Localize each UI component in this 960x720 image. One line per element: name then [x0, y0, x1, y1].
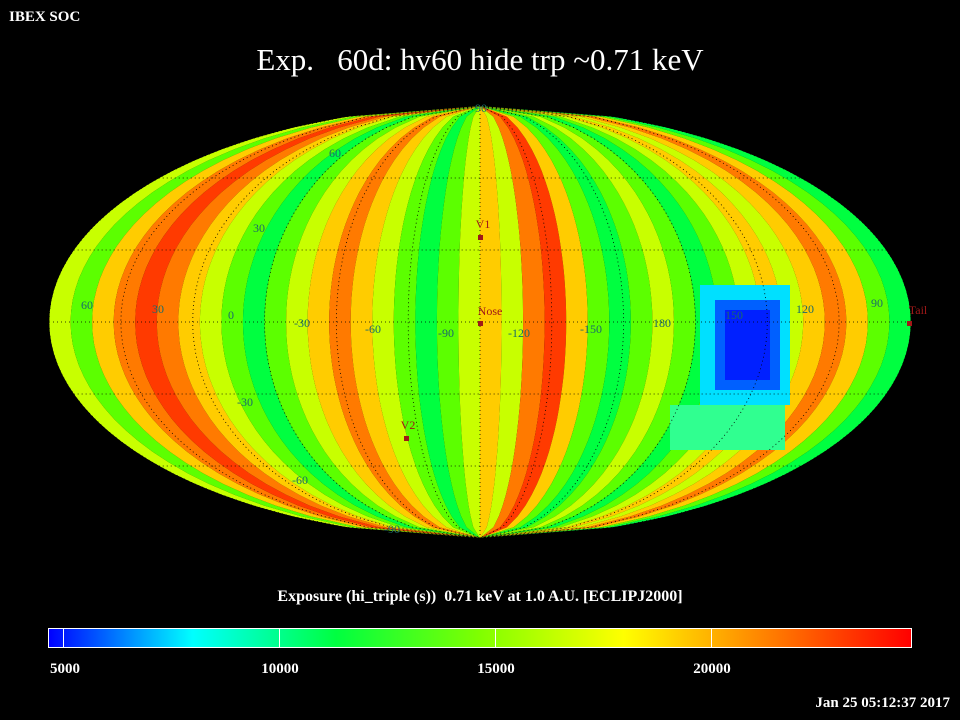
exposure-bands	[49, 106, 911, 538]
lat-label-neg30: -30	[237, 395, 253, 409]
colorbar-tick	[63, 629, 64, 647]
exposure-band	[480, 106, 502, 538]
lon-label-neg60: -60	[365, 322, 381, 336]
low-exposure-region	[725, 310, 770, 380]
exposure-band	[480, 106, 567, 538]
exposure-band	[329, 106, 480, 538]
timestamp: Jan 25 05:12:37 2017	[815, 695, 950, 711]
colorbar	[48, 628, 912, 648]
colorbar-label-20000: 20000	[693, 661, 731, 677]
exposure-band	[436, 106, 480, 538]
lat-label-neg90: -90	[384, 522, 400, 536]
lon-label-60: 60	[81, 298, 93, 312]
exposure-band	[372, 106, 480, 538]
colorbar-title: Exposure (hi_triple (s)) 0.71 keV at 1.0…	[277, 588, 683, 605]
lon-label-neg30: -30	[294, 316, 310, 330]
lat-label-60: 60	[329, 146, 341, 160]
lon-label-180: 180	[653, 316, 671, 330]
marker-tail: Tail	[907, 303, 928, 326]
longitude-line	[479, 106, 625, 538]
longitude-line	[335, 106, 481, 538]
lon-label-150: 150	[725, 308, 743, 322]
colorbar-label-15000: 15000	[477, 661, 515, 677]
colorbar-tick	[495, 629, 496, 647]
lon-label-neg90: -90	[438, 326, 454, 340]
marker-v1: V1	[476, 217, 491, 240]
longitude-line	[479, 106, 840, 538]
lat-label-30: 30	[253, 221, 265, 235]
marker-nose: Nose	[478, 304, 503, 326]
colorbar-tick	[279, 629, 280, 647]
exposure-band	[393, 106, 480, 538]
longitude-line	[120, 106, 481, 538]
exposure-band	[480, 106, 610, 538]
longitude-line	[264, 106, 481, 538]
marker-label-tail: Tail	[909, 303, 928, 317]
exposure-band	[480, 106, 588, 538]
exposure-band	[480, 106, 631, 538]
exposure-band	[480, 106, 545, 538]
exposure-band	[415, 106, 480, 538]
marker-v2: V2	[401, 418, 416, 441]
longitude-line	[479, 106, 696, 538]
exposure-band	[480, 106, 524, 538]
marker-label-v1: V1	[476, 217, 491, 231]
lon-label-neg150: -150	[580, 322, 602, 336]
source-label: IBEX SOC	[9, 9, 81, 25]
marker-label-v2: V2	[401, 418, 416, 432]
marker-label-nose: Nose	[478, 304, 503, 318]
map-title: Exp. 60d: hv60 hide trp ~0.71 keV	[256, 42, 704, 77]
lat-label-90: 90	[475, 101, 487, 115]
lat-label-neg60: -60	[292, 473, 308, 487]
lon-label-120: 120	[796, 302, 814, 316]
lon-label-0: 0	[228, 308, 234, 322]
colorbar-tick	[711, 629, 712, 647]
lon-label-90: 90	[871, 296, 883, 310]
lon-label-30: 30	[152, 302, 164, 316]
colorbar-label-10000: 10000	[261, 661, 299, 677]
lon-label-neg120: -120	[508, 326, 530, 340]
colorbar-label-5000: 5000	[50, 661, 80, 677]
low-exposure-region	[670, 405, 785, 450]
exposure-band	[350, 106, 480, 538]
